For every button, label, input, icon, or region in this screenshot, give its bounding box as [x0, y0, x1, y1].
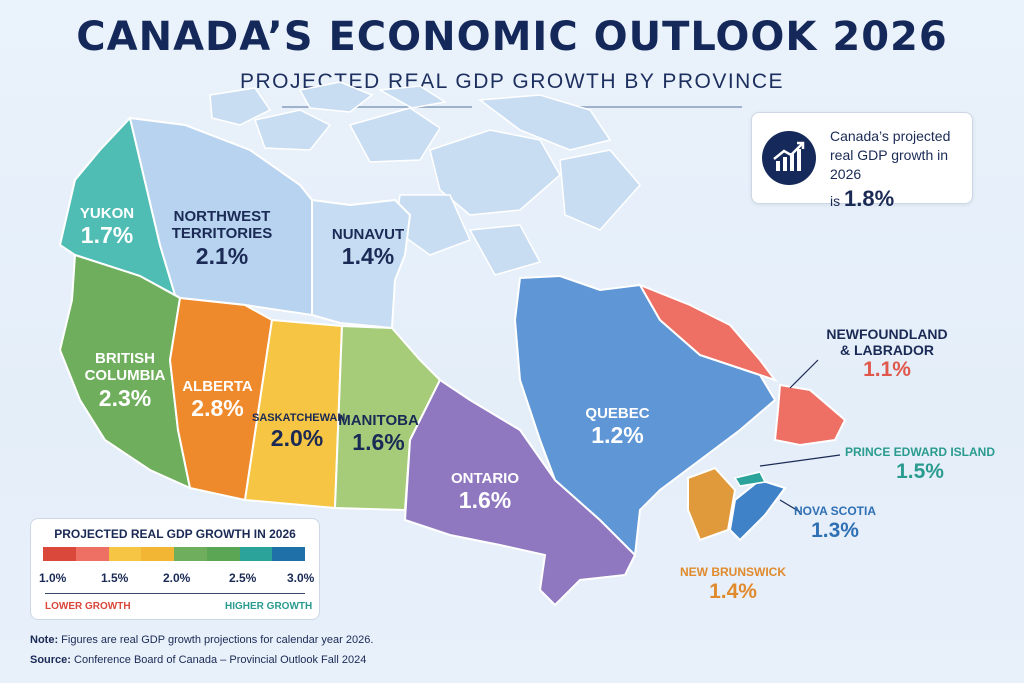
legend-swatch [272, 547, 305, 561]
region-newfoundland-labrador [637, 283, 778, 382]
callout-line2: real GDP growth in 2026 [830, 146, 949, 182]
legend-swatch [43, 547, 76, 561]
legend-tick: 1.0% [39, 571, 67, 585]
region-newfoundland-island [773, 383, 847, 447]
leader-line-nl [789, 359, 819, 389]
label-new-brunswick: NEW BRUNSWICK 1.4% [680, 565, 786, 603]
legend-tick: 2.0% [163, 571, 191, 585]
page-title: CANADA’S ECONOMIC OUTLOOK 2026 [76, 14, 948, 60]
callout-line1: Canada’s projected [830, 128, 951, 144]
label-nunavut: NUNAVUT 1.4% [331, 226, 405, 270]
label-newfoundland: NEWFOUNDLAND & LABRADOR 1.1% [826, 326, 948, 382]
legend-swatch [206, 547, 240, 561]
label-nova-scotia: NOVA SCOTIA 1.3% [793, 504, 876, 542]
leader-line-ns [779, 499, 801, 513]
legend-low-label: LOWER GROWTH [45, 601, 131, 612]
region-nunavut [311, 198, 412, 330]
callout-prefix: is [830, 192, 841, 209]
callout-value: 1.8% [844, 185, 895, 211]
legend-color-scale [43, 547, 305, 561]
legend-swatch [108, 547, 142, 561]
legend-swatch [141, 547, 174, 561]
legend-swatch [174, 547, 207, 561]
region-ontario [403, 378, 637, 607]
label-nwt: NORTHWEST TERRITORIES 2.1% [171, 208, 273, 269]
label-bc: BRITISH COLUMBIA 2.3% [84, 350, 166, 411]
legend-tick: 2.5% [229, 571, 257, 585]
label-ontario: ONTARIO 1.6% [450, 470, 520, 514]
label-yukon: YUKON 1.7% [79, 205, 135, 249]
arctic-islands [209, 81, 641, 276]
region-pei [733, 471, 767, 487]
legend-swatch [239, 547, 273, 561]
region-alberta [168, 296, 274, 502]
label-saskatchewan: SASKATCHEWAN 2.0% [252, 412, 346, 451]
legend-tick: 3.0% [287, 571, 315, 585]
growth-chart-icon [762, 131, 816, 185]
label-quebec: QUEBEC 1.2% [585, 405, 650, 449]
legend-high-label: HIGHER GROWTH [225, 601, 313, 612]
legend-tick: 1.5% [101, 571, 129, 585]
divider-right [552, 106, 742, 108]
region-new-brunswick [687, 466, 737, 542]
page-subtitle: PROJECTED REAL GDP GROWTH BY PROVINCE [239, 70, 785, 93]
label-manitoba: MANITOBA 1.6% [338, 412, 419, 456]
label-alberta: ALBERTA 2.8% [182, 378, 253, 422]
legend-swatch [75, 547, 109, 561]
footnote: Note: Figures are real GDP growth projec… [30, 634, 374, 646]
label-pei: PRINCE EDWARD ISLAND 1.5% [844, 445, 995, 483]
national-gdp-callout: Canada’s projected real GDP growth in 20… [751, 112, 973, 211]
legend: PROJECTED REAL GDP GROWTH IN 2026 1.0% 1… [30, 518, 320, 620]
source-line: Source: Conference Board of Canada – Pro… [30, 654, 367, 666]
region-nova-scotia [728, 478, 787, 542]
leader-line-pei [759, 454, 841, 467]
divider-left [282, 106, 472, 108]
legend-title: PROJECTED REAL GDP GROWTH IN 2026 [54, 527, 296, 541]
legend-arrow [45, 593, 305, 594]
region-bc [58, 253, 192, 490]
